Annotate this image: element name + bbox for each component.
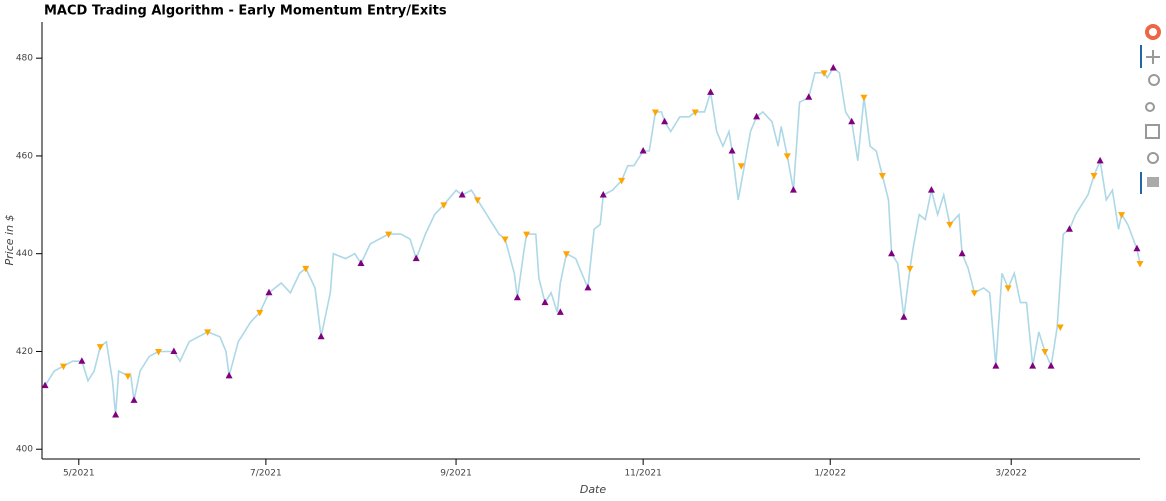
exit-marker bbox=[59, 363, 67, 371]
entry-marker bbox=[458, 191, 466, 198]
exit-marker bbox=[501, 236, 509, 244]
x-tick-label: 9/2021 bbox=[440, 469, 472, 479]
exit-marker bbox=[651, 109, 659, 116]
entry-marker bbox=[130, 396, 138, 403]
entry-marker bbox=[661, 117, 669, 125]
x-tick-label: 7/2021 bbox=[250, 469, 282, 479]
entry-marker bbox=[753, 112, 761, 120]
chart-title: MACD Trading Algorithm - Early Momentum … bbox=[44, 4, 447, 19]
entry-marker bbox=[1096, 156, 1104, 164]
entry-marker bbox=[958, 249, 966, 257]
zoom-tool[interactable] bbox=[1148, 74, 1160, 86]
price-line bbox=[44, 66, 1141, 416]
entry-marker bbox=[357, 259, 365, 266]
entry-marker bbox=[1047, 362, 1055, 369]
entry-marker bbox=[900, 313, 908, 320]
entry-marker bbox=[112, 411, 120, 418]
entry-marker bbox=[556, 308, 564, 315]
y-tick-label: 440 bbox=[16, 249, 33, 259]
exit-marker bbox=[946, 221, 954, 229]
y-tick-label: 480 bbox=[16, 54, 33, 64]
entry-marker bbox=[1065, 225, 1073, 232]
entry-marker bbox=[848, 117, 856, 125]
exit-marker bbox=[1136, 260, 1144, 268]
exit-marker bbox=[1004, 285, 1012, 292]
exit-marker bbox=[737, 163, 745, 170]
exit-marker bbox=[385, 231, 393, 239]
entry-marker bbox=[412, 254, 420, 262]
exit-marker bbox=[820, 70, 828, 77]
toolbar bbox=[1140, 24, 1161, 194]
entry-marker bbox=[584, 283, 592, 291]
entry-marker bbox=[170, 347, 178, 354]
x-axis-label: Date bbox=[580, 483, 607, 496]
entry-marker bbox=[829, 63, 837, 71]
entry-marker bbox=[541, 298, 549, 306]
exit-marker bbox=[970, 290, 978, 297]
exit-marker bbox=[302, 265, 310, 273]
exit-marker bbox=[1090, 172, 1098, 180]
exit-marker bbox=[204, 329, 212, 336]
y-tick-label: 420 bbox=[16, 347, 33, 357]
pan-tool[interactable] bbox=[1146, 50, 1160, 64]
logo[interactable] bbox=[1145, 24, 1161, 40]
exit-marker bbox=[124, 373, 132, 380]
entry-marker bbox=[265, 288, 273, 296]
exit-marker bbox=[256, 309, 264, 317]
entry-marker bbox=[513, 293, 521, 301]
exit-marker bbox=[155, 348, 163, 356]
entry-marker bbox=[599, 191, 607, 198]
hover-tool[interactable] bbox=[1147, 177, 1159, 187]
entry-marker bbox=[728, 147, 736, 154]
entry-marker bbox=[927, 186, 935, 193]
exit-marker bbox=[1118, 212, 1126, 219]
entry-marker bbox=[1029, 362, 1037, 369]
entry-marker bbox=[888, 249, 896, 257]
entry-marker bbox=[1133, 244, 1141, 252]
exit-marker bbox=[783, 153, 791, 160]
y-axis-label: Price in $ bbox=[3, 214, 16, 265]
entry-marker bbox=[225, 371, 233, 379]
y-tick-label: 400 bbox=[16, 445, 33, 455]
exit-marker bbox=[440, 202, 448, 209]
entry-marker bbox=[805, 93, 813, 100]
exit-marker bbox=[878, 172, 886, 180]
exit-marker bbox=[1041, 348, 1049, 356]
exit-marker bbox=[96, 344, 104, 351]
x-tick-label: 11/2021 bbox=[624, 469, 661, 479]
x-tick-label: 1/2022 bbox=[814, 469, 846, 479]
entry-marker bbox=[78, 357, 86, 364]
exit-marker bbox=[618, 177, 626, 185]
entry-marker bbox=[992, 362, 1000, 369]
exit-marker bbox=[691, 109, 699, 116]
entry-marker bbox=[639, 147, 647, 154]
x-tick-label: 3/2022 bbox=[995, 469, 1027, 479]
save-tool[interactable] bbox=[1145, 124, 1160, 139]
entry-marker bbox=[317, 332, 325, 340]
reset-tool[interactable] bbox=[1147, 152, 1159, 164]
entry-marker bbox=[41, 381, 49, 389]
exit-marker bbox=[860, 94, 868, 102]
x-tick-label: 5/2021 bbox=[63, 469, 95, 479]
exit-marker bbox=[1056, 324, 1064, 332]
entry-marker bbox=[789, 186, 797, 193]
exit-marker bbox=[474, 197, 482, 204]
y-tick-label: 460 bbox=[16, 151, 33, 161]
exit-marker bbox=[562, 251, 570, 258]
exit-marker bbox=[906, 265, 914, 273]
entry-marker bbox=[707, 88, 715, 95]
exit-marker bbox=[523, 231, 531, 239]
wheel-zoom-tool[interactable] bbox=[1145, 102, 1155, 112]
